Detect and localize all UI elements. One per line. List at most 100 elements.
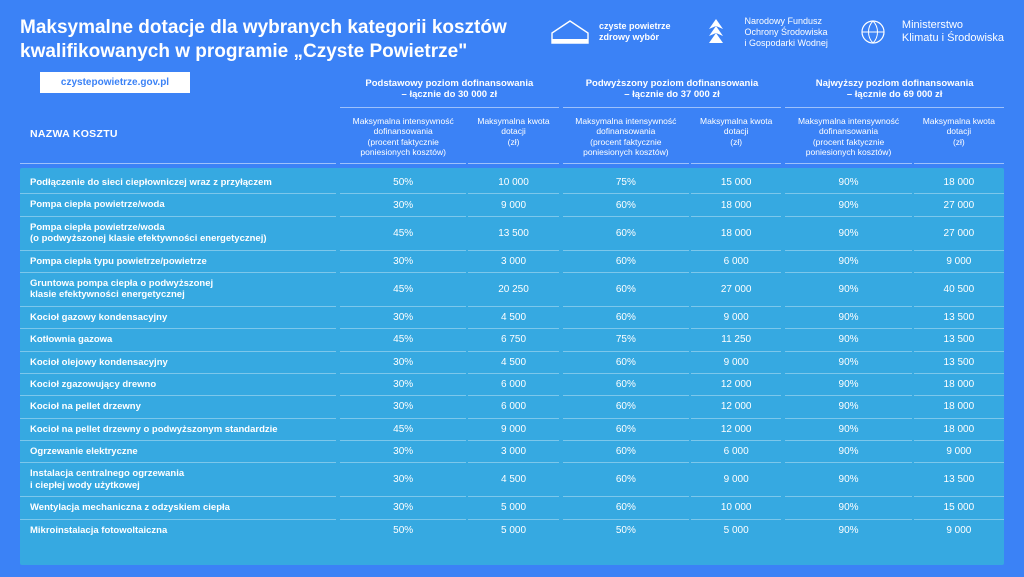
row-name: Kocioł na pellet drzewny [20,396,336,418]
intensity-value: 60% [563,217,689,251]
row-name: Kocioł na pellet drzewny o podwyższonym … [20,419,336,441]
amount-value: 4 500 [468,463,558,497]
amount-value: 27 000 [691,273,781,307]
amount-value: 9 000 [691,352,781,374]
row-name: Pompa ciepła powietrze/woda (o podwyższo… [20,217,336,251]
table-row: Kocioł na pellet drzewny30%6 00060%12 00… [20,396,1004,418]
amount-value: 10 000 [691,497,781,519]
table-row: Kocioł zgazowujący drewno30%6 00060%12 0… [20,374,1004,396]
intensity-value: 60% [563,497,689,519]
tier-title: Podwyższony poziom dofinansowania [569,78,776,90]
intensity-value: 60% [563,251,689,273]
row-name: Podłączenie do sieci ciepłowniczej wraz … [20,172,336,194]
intensity-value: 60% [563,441,689,463]
intensity-value: 60% [563,307,689,329]
tier-elevated: Podwyższony poziom dofinansowania – łącz… [563,72,782,109]
amount-value: 10 000 [468,172,558,194]
tier-subtitle: – łącznie do 30 000 zł [346,89,553,101]
row-name: Pompa ciepła powietrze/woda [20,194,336,216]
table-row: Pompa ciepła powietrze/woda30%9 00060%18… [20,194,1004,216]
tier-header: czystepowietrze.gov.pl Podstawowy poziom… [20,72,1004,109]
row-name: Pompa ciepła typu powietrze/powietrze [20,251,336,273]
amount-value: 13 500 [914,463,1004,497]
amount-value: 12 000 [691,396,781,418]
row-name: Kocioł zgazowujący drewno [20,374,336,396]
tier-basic: Podstawowy poziom dofinansowania – łączn… [340,72,559,109]
amount-value: 13 500 [468,217,558,251]
table-row: Kocioł olejowy kondensacyjny30%4 50060%9… [20,352,1004,374]
intensity-value: 90% [785,251,911,273]
logo-text: Ministerstwo Klimatu i Środowiska [902,19,1004,45]
table-row: Mikroinstalacja fotowoltaiczna50%5 00050… [20,520,1004,541]
table-body: Podłączenie do sieci ciepłowniczej wraz … [20,168,1004,565]
intensity-value: 30% [340,251,466,273]
amount-value: 6 000 [691,251,781,273]
intensity-value: 90% [785,419,911,441]
amount-value: 5 000 [468,497,558,519]
intensity-value: 30% [340,352,466,374]
amount-value: 18 000 [691,194,781,216]
intensity-value: 60% [563,396,689,418]
table-row: Ogrzewanie elektryczne30%3 00060%6 00090… [20,441,1004,463]
amount-value: 4 500 [468,352,558,374]
table-row: Kocioł gazowy kondensacyjny30%4 50060%9 … [20,307,1004,329]
amount-value: 12 000 [691,374,781,396]
amount-value: 12 000 [691,419,781,441]
amount-value: 9 000 [468,419,558,441]
amount-header: Maksymalna kwota dotacji (zł) [468,110,558,164]
logos: czyste powietrze zdrowy wybór Narodowy F… [549,16,1004,48]
intensity-value: 90% [785,463,911,497]
amount-value: 5 000 [468,520,558,541]
header: Maksymalne dotacje dla wybranych kategor… [0,0,1024,72]
intensity-value: 45% [340,217,466,251]
amount-value: 27 000 [914,217,1004,251]
intensity-value: 90% [785,194,911,216]
intensity-value: 60% [563,194,689,216]
intensity-value: 30% [340,374,466,396]
intensity-value: 30% [340,194,466,216]
amount-value: 20 250 [468,273,558,307]
intensity-value: 75% [563,329,689,351]
amount-value: 5 000 [691,520,781,541]
row-name: Mikroinstalacja fotowoltaiczna [20,520,336,541]
row-name: Wentylacja mechaniczna z odzyskiem ciepł… [20,497,336,519]
intensity-header: Maksymalna intensywność dofinansowania (… [563,110,689,164]
logo-text: czyste powietrze zdrowy wybór [599,21,671,43]
row-name: Instalacja centralnego ogrzewania i ciep… [20,463,336,497]
amount-value: 11 250 [691,329,781,351]
table-row: Wentylacja mechaniczna z odzyskiem ciepł… [20,497,1004,519]
amount-value: 18 000 [914,172,1004,194]
intensity-value: 90% [785,396,911,418]
amount-value: 6 000 [691,441,781,463]
row-name: Gruntowa pompa ciepła o podwyższonej kla… [20,273,336,307]
amount-header: Maksymalna kwota dotacji (zł) [914,110,1004,164]
intensity-value: 60% [563,352,689,374]
amount-value: 3 000 [468,441,558,463]
amount-value: 15 000 [914,497,1004,519]
intensity-value: 60% [563,374,689,396]
url-badge[interactable]: czystepowietrze.gov.pl [40,72,190,93]
page-title: Maksymalne dotacje dla wybranych kategor… [20,16,529,64]
sub-header: NAZWA KOSZTU Maksymalna intensywność dof… [20,110,1004,164]
amount-value: 18 000 [914,419,1004,441]
intensity-value: 90% [785,520,911,541]
tier-title: Najwyższy poziom dofinansowania [791,78,998,90]
amount-value: 6 750 [468,329,558,351]
intensity-value: 50% [340,172,466,194]
intensity-value: 90% [785,329,911,351]
intensity-value: 45% [340,329,466,351]
leaf-icon [695,17,737,47]
amount-value: 18 000 [691,217,781,251]
tier-highest: Najwyższy poziom dofinansowania – łączni… [785,72,1004,109]
czyste-powietrze-logo: czyste powietrze zdrowy wybór [549,17,671,47]
table-row: Podłączenie do sieci ciepłowniczej wraz … [20,172,1004,194]
row-name: Kocioł olejowy kondensacyjny [20,352,336,374]
intensity-value: 90% [785,172,911,194]
intensity-value: 30% [340,441,466,463]
tier-subtitle: – łącznie do 37 000 zł [569,89,776,101]
nfos-logo: Narodowy Fundusz Ochrony Środowiska i Go… [695,16,828,48]
intensity-value: 90% [785,497,911,519]
intensity-value: 60% [563,419,689,441]
intensity-value: 90% [785,217,911,251]
intensity-value: 30% [340,497,466,519]
